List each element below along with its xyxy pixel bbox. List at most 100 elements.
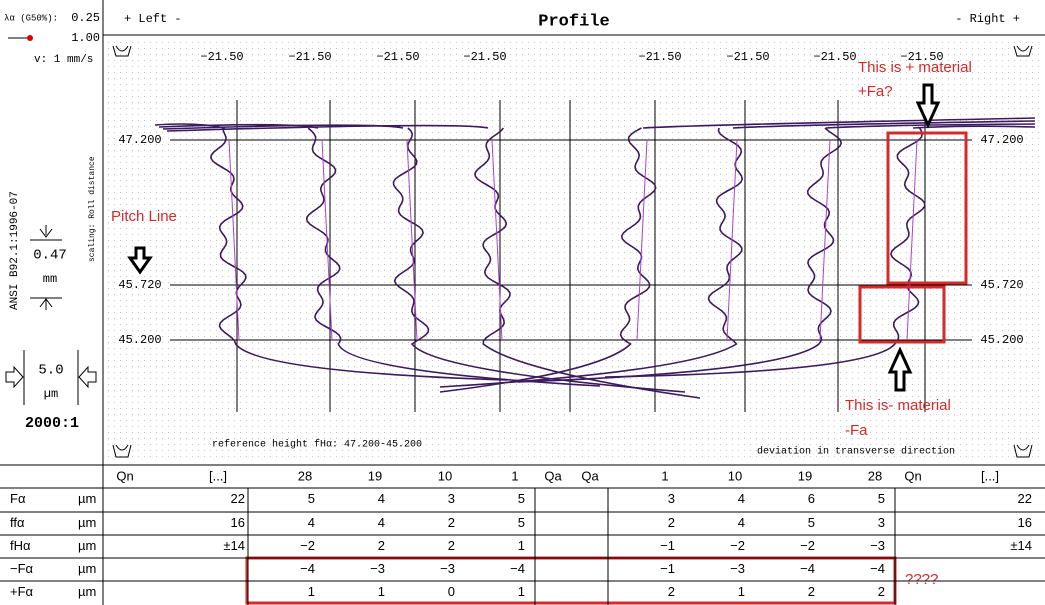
magnification: 2000:1 — [25, 415, 79, 432]
cell: 16 — [1018, 515, 1032, 530]
row-unit: µm — [78, 491, 96, 506]
cell: 2 — [448, 515, 455, 530]
level-label: 45.720 — [118, 278, 161, 292]
cell: 4 — [738, 515, 745, 530]
cell: −1 — [660, 561, 675, 576]
row-unit: µm — [78, 515, 96, 530]
lambda-value: 0.25 — [71, 11, 100, 25]
mean-profile-line — [321, 139, 333, 341]
cell: 3 — [878, 515, 885, 530]
cell: 1 — [738, 584, 745, 599]
highlight-box — [886, 131, 968, 285]
table-header: 28 — [298, 468, 312, 483]
filter-icon-dot — [27, 35, 33, 41]
row-unit: µm — [78, 561, 96, 576]
profile-trace — [166, 124, 489, 132]
cell: 4 — [378, 491, 385, 506]
cell: −2 — [730, 538, 745, 553]
cell: 1 — [518, 538, 525, 553]
cell: 5 — [518, 491, 525, 506]
results-table: Qn [...] 28 19 10 1 Qa Qa 1 10 19 28 Qn [...]Fα µm 22 22… — [0, 468, 1045, 605]
speed: v: 1 mm/s — [34, 54, 93, 66]
height-scale: 0.47 — [33, 248, 67, 264]
table-header: Qn — [904, 468, 921, 483]
cell: −1 — [660, 538, 675, 553]
title: Profile — [538, 12, 609, 31]
mean-profile-line — [491, 139, 503, 341]
row-label: ffα — [10, 515, 25, 530]
mean-profile-line — [636, 139, 648, 341]
deviation-unit: µm — [44, 387, 58, 401]
profile-trace — [162, 124, 404, 130]
deviation-scale: 5.0 — [38, 363, 63, 379]
cell: 2 — [668, 584, 675, 599]
height-unit: mm — [43, 272, 57, 286]
cell: 4 — [308, 515, 315, 530]
pitch-line-note: Pitch Line — [111, 208, 177, 225]
table-header: [...] — [981, 468, 999, 483]
mean-profile-line — [228, 139, 240, 341]
plus-material-note: This is + material — [858, 59, 972, 76]
level-label: 45.720 — [980, 278, 1023, 292]
row-label: −Fα — [10, 561, 34, 576]
cell: −4 — [870, 561, 885, 576]
left-panel: λα (G50%): 0.25 1.00 v: 1 mm/s ANSI B92.… — [4, 11, 100, 432]
column-label: −21.50 — [900, 50, 943, 64]
height-scale-arrows — [30, 225, 62, 310]
cell: 16 — [231, 515, 245, 530]
table-header: 1 — [511, 468, 518, 483]
plot-grid — [104, 40, 1042, 460]
table-header: Qn — [116, 468, 133, 483]
column-label: −21.50 — [463, 50, 506, 64]
tooth-icons — [112, 45, 1033, 458]
cell: ±14 — [223, 538, 245, 553]
cell: ±14 — [1010, 538, 1032, 553]
cell: 4 — [738, 491, 745, 506]
cell: 22 — [231, 491, 245, 506]
row-label: +Fα — [10, 584, 34, 599]
row-label: fHα — [10, 538, 31, 553]
deviation-scale-arrows — [5, 350, 97, 405]
level-label: 47.200 — [118, 133, 161, 147]
right-flank-label: - Right + — [955, 12, 1020, 26]
cell: −4 — [800, 561, 815, 576]
cell: 4 — [378, 515, 385, 530]
filter-value: 1.00 — [71, 31, 100, 45]
table-header: 19 — [798, 468, 812, 483]
cell: 2 — [378, 538, 385, 553]
cell: 5 — [518, 515, 525, 530]
cell: 3 — [668, 491, 675, 506]
cell: 3 — [448, 491, 455, 506]
cell: −4 — [510, 561, 525, 576]
lambda-label: λα (G50%): — [4, 13, 58, 23]
cell: 2 — [668, 515, 675, 530]
column-label: −21.50 — [726, 50, 769, 64]
profile-trace — [305, 127, 601, 387]
mean-profile-line — [906, 139, 918, 341]
table-header: Qa — [581, 468, 599, 483]
profile-plot: −21.50 −21.50 −21.50 −21.50 −21.50 −21.50 −21.… — [118, 50, 1036, 412]
profile-trace — [825, 123, 1036, 129]
profile-trace — [604, 127, 926, 378]
cell: 6 — [808, 491, 815, 506]
table-header: 10 — [438, 468, 452, 483]
arrow-up — [887, 346, 913, 392]
question-note: ???? — [905, 571, 938, 588]
profile-trace — [392, 127, 686, 393]
cell: −2 — [300, 538, 315, 553]
cell: 22 — [1018, 491, 1032, 506]
minus-material-note: This is- material — [845, 397, 951, 414]
level-label: 47.200 — [980, 133, 1023, 147]
cell: 2 — [448, 538, 455, 553]
direction-note: deviation in transverse direction — [757, 446, 955, 458]
scaling: scaling: Roll distance — [88, 156, 97, 262]
minus-fa-note: -Fa — [845, 422, 868, 439]
row-label: Fα — [10, 491, 26, 506]
cell: −3 — [730, 561, 745, 576]
row-unit: µm — [78, 584, 96, 599]
arrow-down — [915, 83, 941, 129]
profile-trace — [732, 120, 1036, 129]
standard: ANSI B92.1:1996-07 — [9, 191, 21, 310]
